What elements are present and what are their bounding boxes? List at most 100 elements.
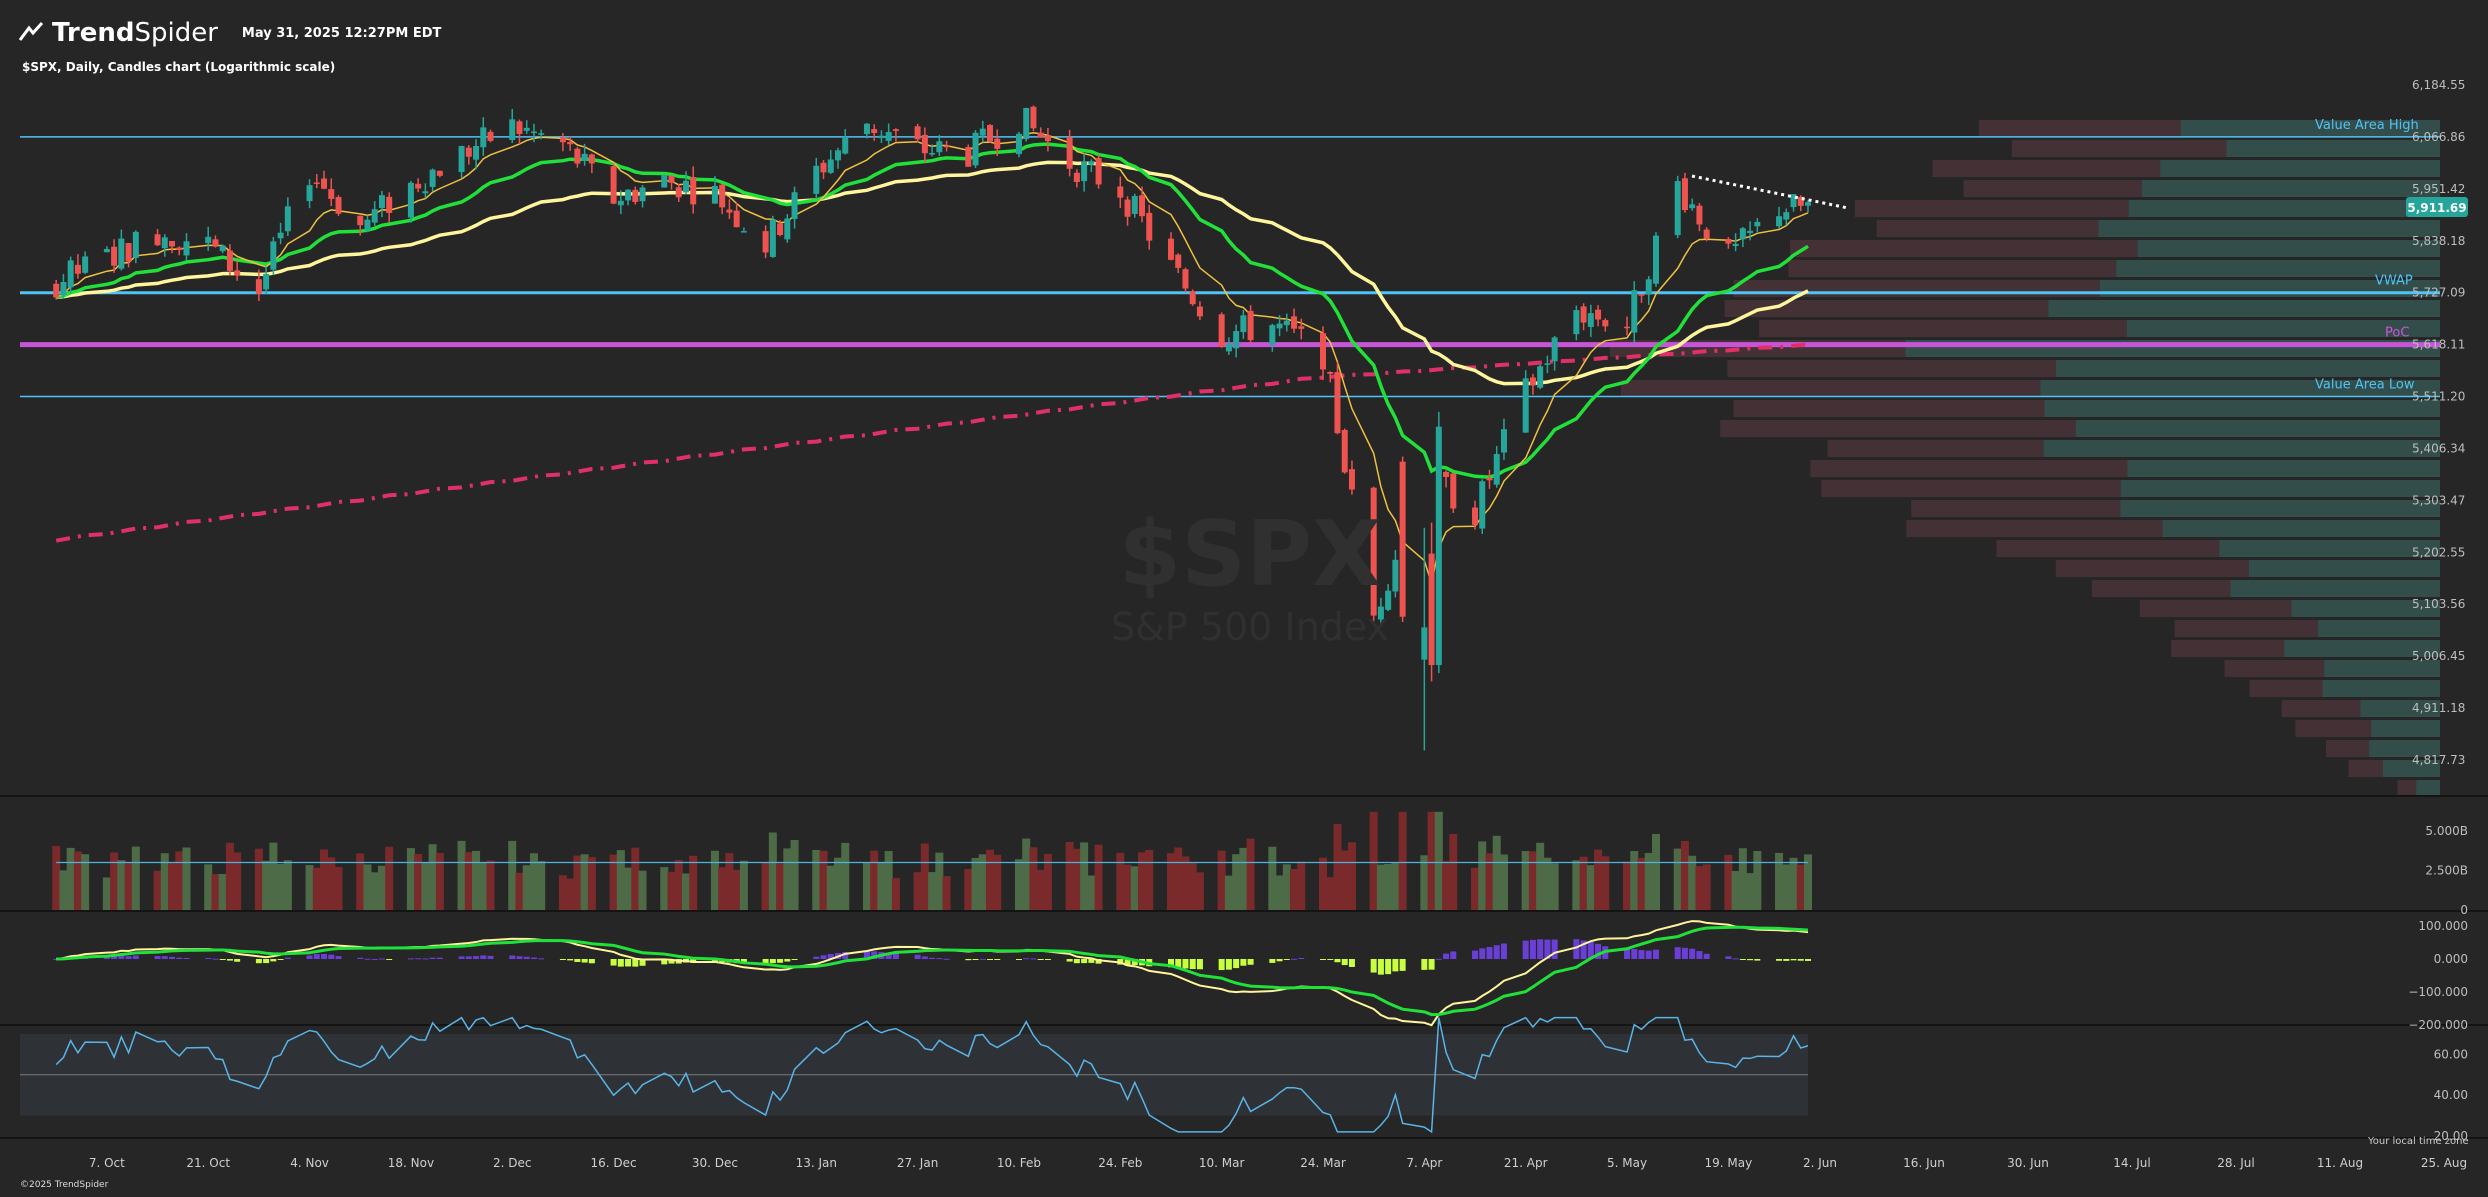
volume-bar [1724,854,1733,910]
macd-histogram-bar [530,957,537,959]
candle-body [1139,195,1146,217]
candle-body [711,185,718,204]
profile-bar-down [1620,380,2041,397]
candle-body [1037,132,1044,138]
volume-bar [1731,870,1740,910]
candle-body [1015,133,1022,155]
trendspider-logo[interactable]: Trend Spider [18,18,218,48]
candle-body [784,218,791,240]
volume-bar [739,860,748,910]
candle-body [284,206,291,232]
candle-body [1348,469,1355,490]
macd-histogram-bar [415,958,422,960]
candle-body [1739,228,1746,240]
candle-body [313,182,320,184]
macd-histogram-bar [212,958,219,960]
volume-bar [681,873,690,910]
resistance-trendline [1691,174,1849,210]
candle-body [871,129,878,134]
volume-bar [1072,848,1081,910]
volume-bar [479,862,488,910]
candle-body [929,152,936,155]
macd-histogram-bar [270,959,277,962]
volume-bar [667,871,676,910]
profile-bar-up [2248,560,2440,577]
profile-bar-up [2226,140,2440,157]
candle-body [726,209,733,213]
profile-bar-up [2120,480,2440,497]
candle-body [407,182,414,218]
profile-bar-up [2284,640,2440,657]
candle-body [473,145,480,160]
candle-body [1298,326,1305,329]
volume-bar [1738,848,1747,910]
macd-histogram-bar [277,959,284,960]
brand-light: Spider [134,18,218,48]
volume-bar [406,848,415,910]
macd-histogram-bar [125,956,132,959]
volume-bar [327,857,336,910]
volume-bar [1746,873,1755,910]
candle-body [1472,507,1479,525]
profile-bar-down [1827,440,2044,457]
macd-histogram-bar [407,958,414,960]
volume-bar [1123,864,1132,910]
candle-body [183,241,190,256]
volume-bar [421,862,430,910]
volume-bar [1166,853,1175,910]
macd-histogram-bar [458,956,465,959]
volume-bar [1449,833,1458,910]
volume-bar [587,857,596,910]
macd-histogram-bar [132,955,139,959]
volume-bar [624,867,633,910]
volume-bar [1398,811,1407,910]
candle-body [762,231,769,253]
volume-bar [182,847,191,910]
macd-histogram-bar [769,959,776,964]
macd-histogram-bar [1276,959,1283,962]
volume-bar [978,854,987,910]
macd-histogram-bar [1377,959,1384,975]
local-time-note: Your local time zone [2368,1136,2469,1147]
volume-bar [1478,841,1487,910]
candle-body [1674,181,1681,236]
macd-histogram-bar [1435,958,1442,960]
candle-body [1747,230,1754,234]
volume-bar [580,854,589,910]
volume-bar [1623,861,1632,910]
volume-bar [986,849,995,910]
volume-bar [1290,868,1299,910]
volume-pane [52,811,1812,910]
macd-histogram-bar [1319,959,1326,960]
volume-bar [1145,849,1154,910]
macd-histogram-bar [1652,949,1659,959]
volume-bar [761,862,770,910]
candle-body [1385,590,1392,610]
volume-bar [1239,847,1248,910]
candle-body [161,237,168,249]
date-tick-label: 27. Jan [897,1156,938,1170]
candle-body [67,260,74,288]
volume-bar [168,863,177,910]
macd-histogram-bar [1189,959,1196,970]
candle-body [74,264,81,274]
volume-bar [1376,864,1385,910]
volume-bar [385,846,394,910]
volume-bar [73,851,82,910]
volume-bar [1181,856,1190,910]
sma-50-line [56,160,1809,386]
candle-body [1681,178,1688,211]
volume-bar [486,860,495,910]
volume-bar [117,860,126,910]
macd-histogram-bar [625,959,632,967]
volume-bar [515,872,524,910]
date-tick-label: 16. Dec [591,1156,637,1170]
candle-body [1544,363,1551,365]
candle-body [306,185,313,202]
date-tick-label: 16. Jun [1903,1156,1945,1170]
volume-bar [1796,864,1805,910]
macd-histogram-bar [1073,959,1080,964]
volume-bar [1499,854,1508,910]
watermark-name: S&P 500 Index [1111,605,1389,649]
